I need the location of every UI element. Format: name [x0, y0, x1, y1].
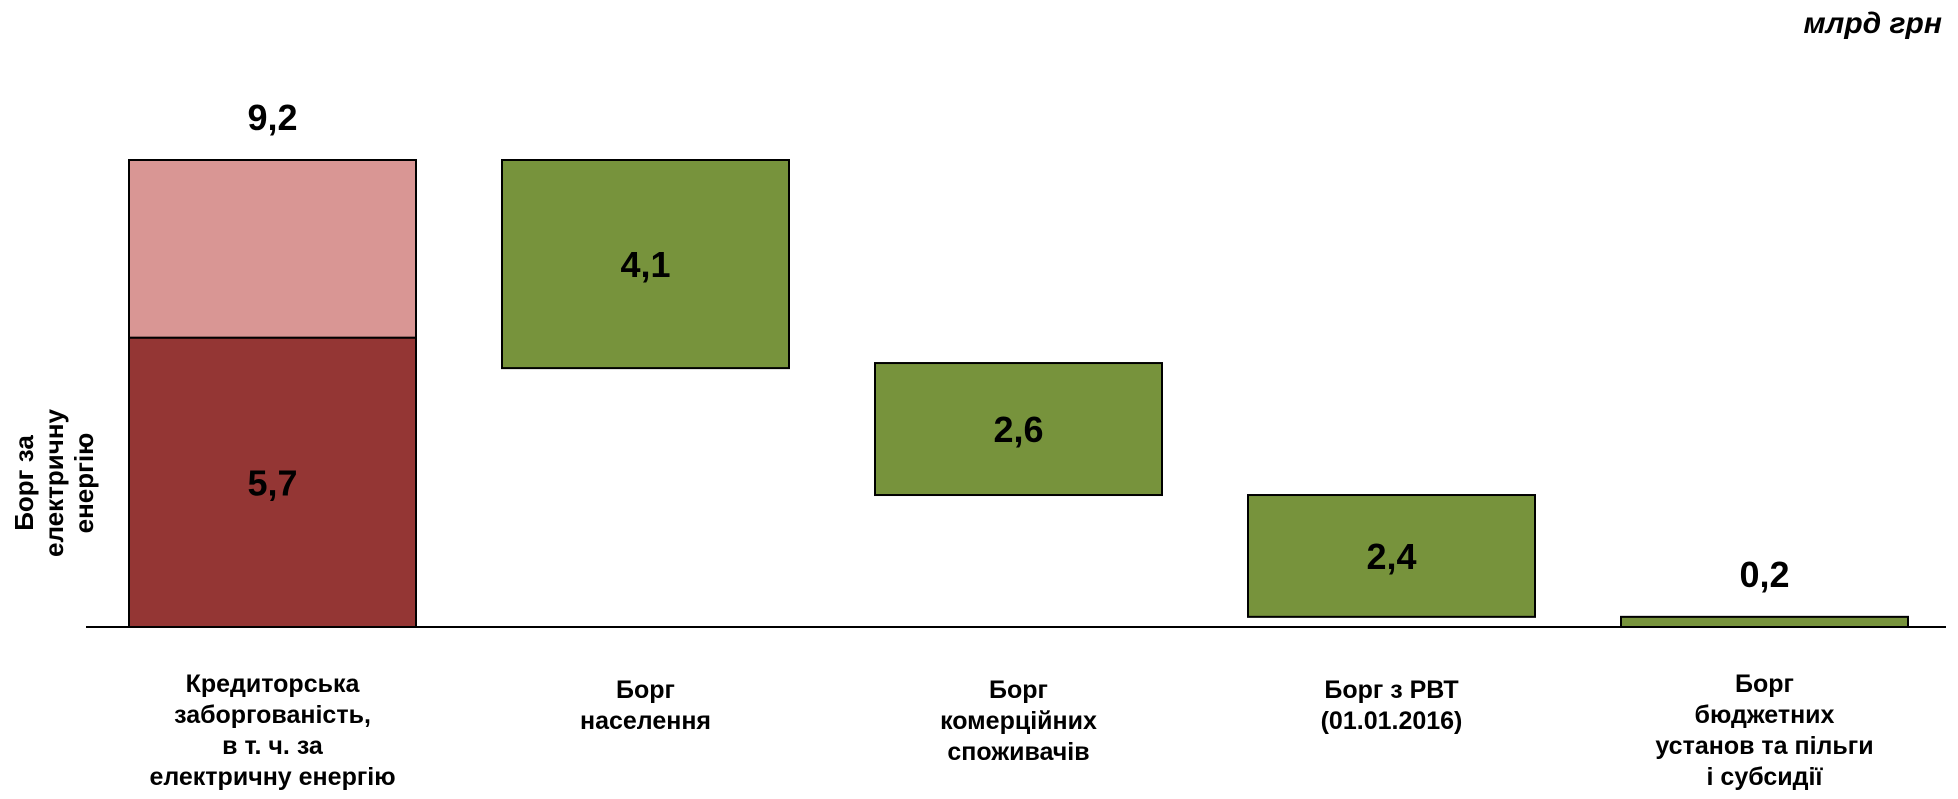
side-label: Борг заелектричнуенергію — [9, 408, 99, 557]
bar-5-rect — [1621, 617, 1908, 627]
bar-3: 2,6 — [875, 363, 1162, 495]
bar-5: 0,2 — [1621, 554, 1908, 627]
side-label-text: Борг заелектричнуенергію — [9, 408, 99, 557]
category-label-4: Борг з РВТ (01.01.2016) — [1321, 676, 1463, 735]
bar-1: 5,7 9,2 — [129, 97, 416, 627]
bars-group: 5,7 9,2 4,1 2,6 2,4 0,2 — [129, 97, 1908, 627]
bar-4-value-label: 2,4 — [1366, 536, 1416, 577]
bar-1-value-label: 9,2 — [247, 97, 297, 138]
bar-4: 2,4 — [1248, 495, 1535, 617]
category-label-1: Кредиторська заборгованість, в т. ч. за еле… — [149, 670, 395, 791]
category-labels: Кредиторська заборгованість, в т. ч. за еле… — [149, 670, 1873, 791]
bar-2: 4,1 — [502, 160, 789, 368]
bar-3-value-label: 2,6 — [993, 409, 1043, 450]
category-label-3: Борг комерційних споживачів — [940, 676, 1097, 766]
bar-1-segment-label: 5,7 — [247, 462, 297, 503]
bar-1-segment-2 — [129, 160, 416, 338]
category-label-5: Борг бюджетних установ та пільги і субсидії — [1655, 670, 1873, 791]
unit-label: млрд грн — [1803, 7, 1942, 40]
bar-5-value-label: 0,2 — [1739, 554, 1789, 595]
bar-2-value-label: 4,1 — [620, 244, 670, 285]
category-label-2: Борг населення — [580, 676, 711, 735]
